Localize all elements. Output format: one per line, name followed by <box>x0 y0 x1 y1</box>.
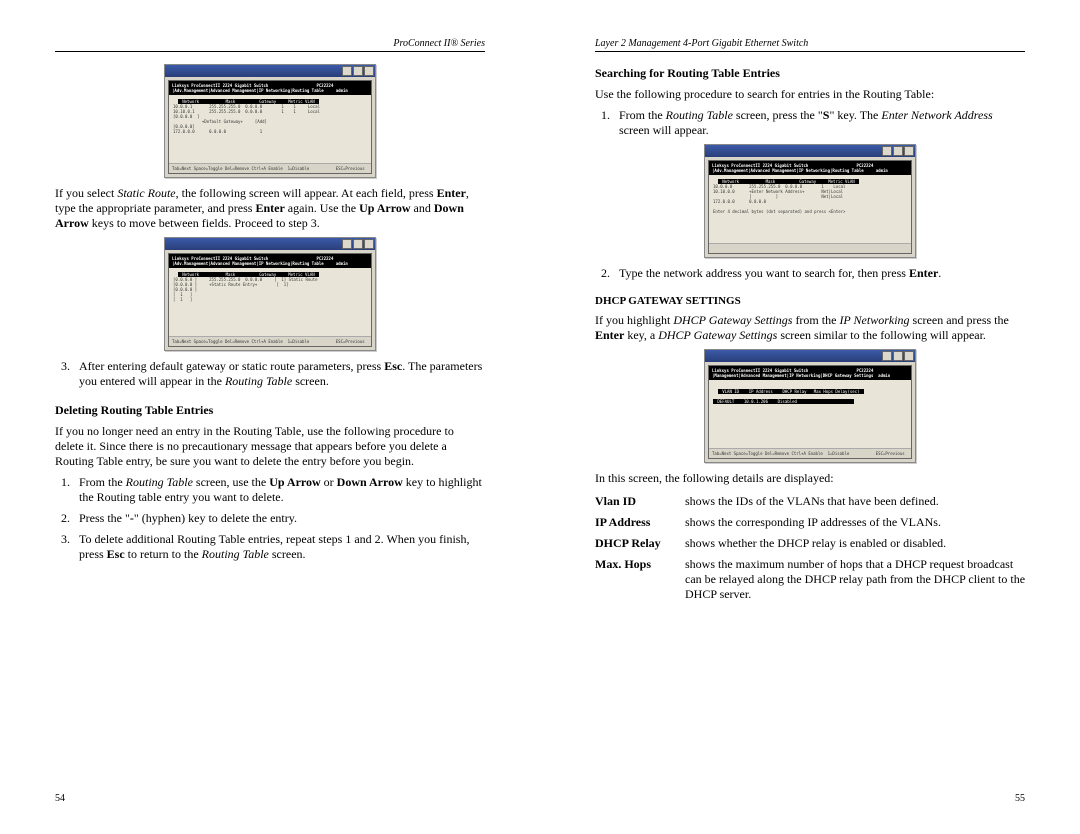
deleting-heading: Deleting Routing Table Entries <box>55 403 485 418</box>
searching-steps-2: Type the network address you want to sea… <box>595 266 1025 281</box>
step-3: After entering default gateway or static… <box>55 359 485 389</box>
figure-dhcp-gateway: Linksys ProConnectII 2224 Gigabit Switch… <box>595 349 1025 463</box>
searching-paragraph: Use the following procedure to search fo… <box>595 87 1025 102</box>
del-step-3: To delete additional Routing Table entri… <box>55 532 485 562</box>
def-dhcp-relay: DHCP Relay shows whether the DHCP relay … <box>595 536 1025 551</box>
def-vlan-id: Vlan ID shows the IDs of the VLANs that … <box>595 494 1025 509</box>
deleting-steps: From the Routing Table screen, use the U… <box>55 475 485 562</box>
left-page: ProConnect II® Series Linksys ProConnect… <box>0 0 540 834</box>
figure-routing-table-2: Linksys ProConnectII 2224 Gigabit Switch… <box>55 237 485 351</box>
searching-steps: From the Routing Table screen, press the… <box>595 108 1025 138</box>
searching-heading: Searching for Routing Table Entries <box>595 66 1025 81</box>
dhcp-paragraph: If you highlight DHCP Gateway Settings f… <box>595 313 1025 343</box>
search-step-2: Type the network address you want to sea… <box>595 266 1025 281</box>
dhcp-definitions: Vlan ID shows the IDs of the VLANs that … <box>595 494 1025 602</box>
del-step-1: From the Routing Table screen, use the U… <box>55 475 485 505</box>
static-route-steps-cont: After entering default gateway or static… <box>55 359 485 389</box>
static-route-paragraph: If you select Static Route, the followin… <box>55 186 485 231</box>
dhcp-heading: DHCP GATEWAY SETTINGS <box>595 295 1025 307</box>
deleting-paragraph: If you no longer need an entry in the Ro… <box>55 424 485 469</box>
def-ip-address: IP Address shows the corresponding IP ad… <box>595 515 1025 530</box>
right-header: Layer 2 Management 4-Port Gigabit Ethern… <box>595 38 1025 52</box>
right-page-number: 55 <box>1015 793 1025 804</box>
search-step-1: From the Routing Table screen, press the… <box>595 108 1025 138</box>
figure-routing-table-1: Linksys ProConnectII 2224 Gigabit Switch… <box>55 64 485 178</box>
left-page-number: 54 <box>55 793 65 804</box>
del-step-2: Press the "-" (hyphen) key to delete the… <box>55 511 485 526</box>
right-page: Layer 2 Management 4-Port Gigabit Ethern… <box>540 0 1080 834</box>
figure-enter-network-address: Linksys ProConnectII 2224 Gigabit Switch… <box>595 144 1025 258</box>
left-header: ProConnect II® Series <box>55 38 485 52</box>
def-max-hops: Max. Hops shows the maximum number of ho… <box>595 557 1025 602</box>
dhcp-details-intro: In this screen, the following details ar… <box>595 471 1025 486</box>
